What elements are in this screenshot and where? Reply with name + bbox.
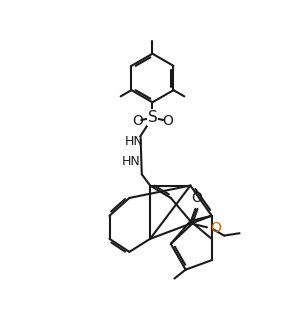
Text: O: O bbox=[191, 191, 202, 205]
Text: S: S bbox=[148, 110, 157, 125]
Text: O: O bbox=[132, 114, 143, 128]
Text: HN: HN bbox=[122, 155, 140, 168]
Text: O: O bbox=[162, 114, 173, 128]
Text: HN: HN bbox=[125, 135, 144, 149]
Text: O: O bbox=[210, 221, 221, 235]
